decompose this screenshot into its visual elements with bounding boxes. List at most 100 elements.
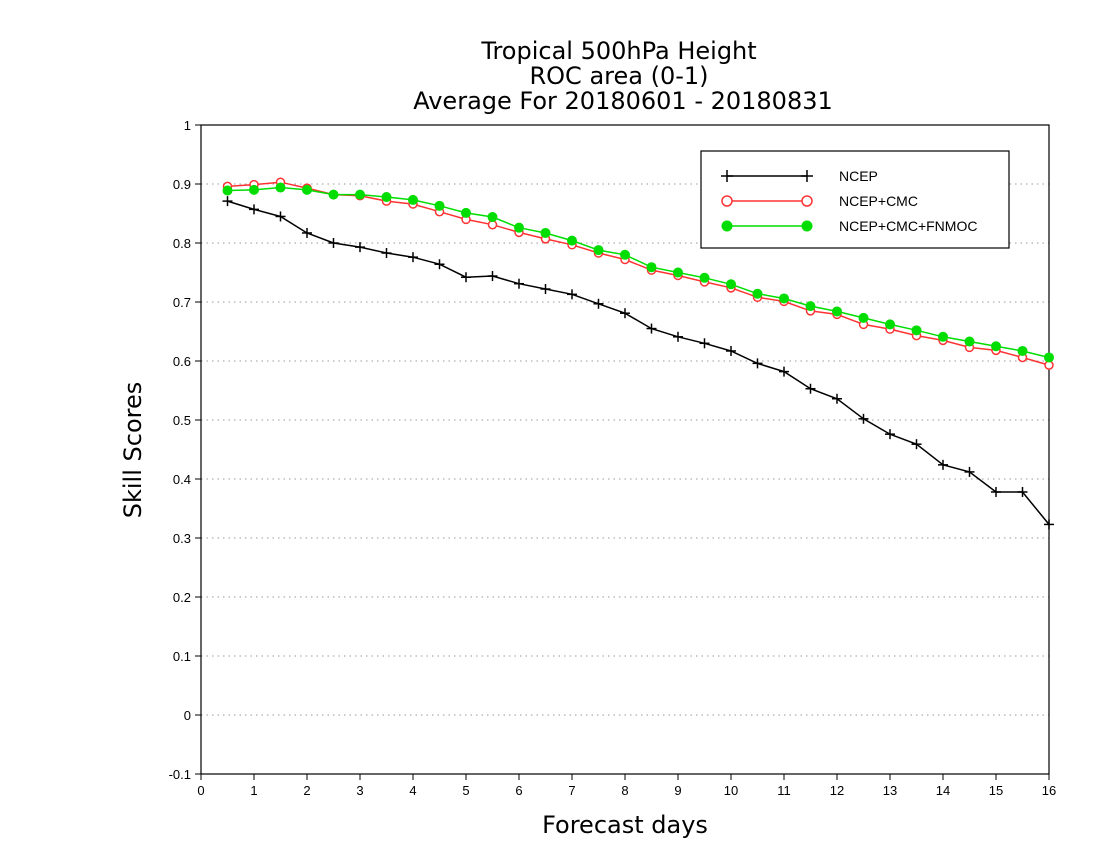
data-point-filled-circle — [1044, 352, 1054, 363]
y-tick-label: -0.1 — [169, 767, 191, 782]
y-tick-label: 0.2 — [173, 590, 191, 605]
data-point-filled-circle — [434, 200, 445, 211]
y-tick-label: 0.4 — [173, 472, 191, 487]
data-point-filled-circle — [249, 184, 259, 195]
data-point-filled-circle — [911, 325, 922, 336]
x-tick-label: 10 — [724, 783, 738, 798]
y-tick-label: 0.1 — [173, 649, 191, 664]
data-point-filled-circle — [646, 262, 657, 273]
x-tick-label: 13 — [883, 783, 897, 798]
y-tick-label: 0.9 — [173, 177, 191, 192]
x-tick-label: 9 — [674, 783, 681, 798]
legend-filled-circle-marker — [801, 220, 813, 232]
data-point-plus — [408, 252, 418, 263]
y-tick-label: 0 — [184, 708, 191, 723]
data-point-plus — [805, 383, 816, 394]
y-tick-label: 0.3 — [173, 531, 191, 546]
legend: NCEP NCEP+CMC NCEP+CMC+FNMOC — [700, 150, 1010, 249]
data-point-filled-circle — [620, 249, 630, 260]
series-ncep-cmc-fnmoc — [222, 182, 1054, 363]
data-point-plus — [673, 331, 683, 342]
x-tick-label: 16 — [1042, 783, 1056, 798]
x-tick-label: 2 — [303, 783, 310, 798]
axis-ticks: -0.100.10.20.30.40.50.60.70.80.910 1 2 3 4 5 6… — [169, 118, 1057, 798]
legend-box — [700, 150, 1010, 249]
data-point-plus — [567, 289, 577, 300]
data-point-plus — [752, 358, 763, 369]
data-point-filled-circle — [752, 288, 763, 299]
data-point-filled-circle — [275, 182, 286, 193]
legend-label-ncep-cmc: NCEP+CMC — [839, 193, 918, 209]
x-tick-label: 5 — [462, 783, 469, 798]
data-point-plus — [249, 204, 259, 215]
data-point-filled-circle — [408, 194, 418, 205]
legend-item-ncep-cmc: NCEP+CMC — [721, 193, 918, 209]
chart-title-line-1: Tropical 500hPa Height — [480, 37, 756, 65]
legend-label-ncep-cmc-fnmoc: NCEP+CMC+FNMOC — [839, 218, 977, 234]
data-point-plus — [646, 323, 657, 334]
x-tick-label: 8 — [621, 783, 628, 798]
x-tick-label: 7 — [568, 783, 575, 798]
data-point-plus — [699, 338, 710, 349]
data-point-plus — [991, 486, 1001, 497]
y-axis-label: Skill Scores — [119, 382, 147, 519]
data-point-plus — [1044, 519, 1054, 530]
x-tick-label: 14 — [936, 783, 950, 798]
data-point-plus — [832, 393, 842, 404]
grid-lines — [201, 183, 1049, 716]
data-point-plus — [964, 466, 975, 477]
chart-title: Tropical 500hPa Height ROC area (0-1) Av… — [413, 37, 833, 115]
data-point-plus — [222, 196, 233, 207]
data-point-filled-circle — [567, 235, 577, 246]
data-point-filled-circle — [302, 184, 312, 195]
series-ncep — [222, 196, 1054, 530]
y-tick-label: 0.8 — [173, 236, 191, 251]
data-point-plus — [302, 227, 312, 238]
data-point-plus — [885, 429, 895, 440]
y-tick-label: 0.6 — [173, 354, 191, 369]
data-point-filled-circle — [699, 272, 710, 283]
data-point-filled-circle — [964, 336, 975, 347]
data-point-filled-circle — [461, 207, 471, 218]
data-point-filled-circle — [885, 319, 895, 330]
data-point-plus — [938, 459, 948, 470]
chart-title-line-2: ROC area (0-1) — [529, 62, 708, 90]
data-point-filled-circle — [673, 267, 683, 278]
x-tick-label: 11 — [777, 783, 791, 798]
legend-item-ncep: NCEP — [721, 168, 878, 184]
data-point-plus — [328, 238, 339, 248]
data-point-plus — [461, 272, 471, 283]
x-tick-label: 15 — [989, 783, 1003, 798]
data-point-filled-circle — [779, 293, 789, 304]
data-point-filled-circle — [222, 185, 233, 196]
data-point-filled-circle — [487, 212, 498, 223]
series-layer — [222, 177, 1054, 530]
x-tick-label: 12 — [830, 783, 844, 798]
data-point-plus — [487, 271, 498, 282]
x-tick-label: 0 — [197, 783, 204, 798]
data-point-filled-circle — [540, 227, 551, 238]
data-point-filled-circle — [832, 306, 842, 317]
data-point-filled-circle — [858, 312, 869, 323]
data-point-filled-circle — [381, 191, 392, 202]
data-point-filled-circle — [514, 222, 524, 233]
data-point-plus — [858, 413, 869, 424]
legend-item-ncep-cmc-fnmoc: NCEP+CMC+FNMOC — [721, 218, 977, 234]
x-tick-label: 3 — [356, 783, 363, 798]
y-tick-label: 0.7 — [173, 295, 191, 310]
data-point-plus — [275, 211, 286, 222]
data-point-filled-circle — [328, 189, 339, 200]
chart-title-line-3: Average For 20180601 - 20180831 — [413, 87, 833, 115]
legend-plus-marker — [721, 170, 813, 182]
data-point-plus — [726, 345, 736, 356]
data-point-filled-circle — [991, 341, 1001, 352]
x-tick-label: 6 — [515, 783, 522, 798]
legend-label-ncep: NCEP — [839, 168, 878, 184]
series-line-ncep — [227, 200, 1050, 525]
data-point-filled-circle — [355, 189, 365, 200]
data-point-plus — [593, 298, 604, 309]
y-tick-label: 0.5 — [173, 413, 191, 428]
data-point-plus — [1017, 486, 1028, 497]
data-point-filled-circle — [805, 301, 816, 312]
